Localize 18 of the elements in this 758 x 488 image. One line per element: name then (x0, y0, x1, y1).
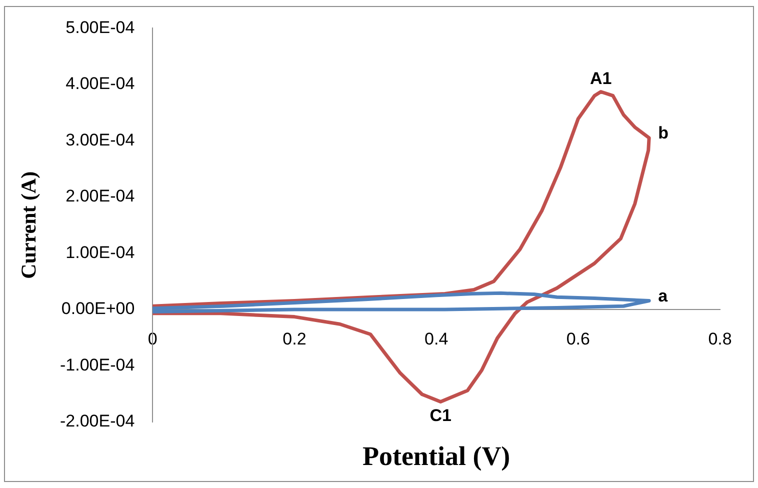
x-axis-title: Potential (V) (362, 440, 510, 471)
y-axis-title: Current (A) (16, 171, 40, 279)
y-tick-label: 5.00E-04 (66, 18, 135, 37)
y-tick-label: 1.00E-04 (66, 242, 135, 262)
y-tick-label: 4.00E-04 (66, 74, 135, 94)
annotation: A1 (590, 68, 612, 88)
y-tick-label: 0.00E+00 (61, 299, 135, 318)
y-tick-label: 2.00E-04 (66, 186, 135, 206)
x-tick-label: 0.8 (708, 329, 732, 348)
y-tick-label: -1.00E-04 (60, 355, 135, 374)
x-tick-label: 0.2 (282, 329, 306, 348)
series-label: a (658, 286, 668, 306)
y-tick-label: 3.00E-04 (66, 130, 135, 150)
series-label: b (658, 124, 668, 143)
annotation: C1 (430, 406, 452, 425)
x-tick-label: 0.6 (566, 329, 590, 348)
y-tick-label: -2.00E-04 (60, 412, 135, 431)
x-tick-label: 0.4 (424, 329, 448, 348)
